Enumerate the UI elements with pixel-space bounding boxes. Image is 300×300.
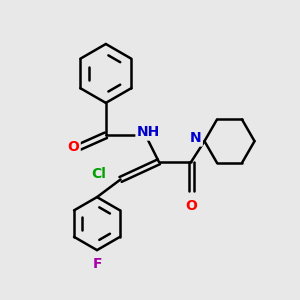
Text: N: N bbox=[190, 131, 202, 145]
Text: Cl: Cl bbox=[91, 167, 106, 181]
Text: O: O bbox=[68, 140, 80, 154]
Text: O: O bbox=[185, 199, 197, 213]
Text: NH: NH bbox=[137, 125, 160, 139]
Text: F: F bbox=[92, 257, 102, 272]
